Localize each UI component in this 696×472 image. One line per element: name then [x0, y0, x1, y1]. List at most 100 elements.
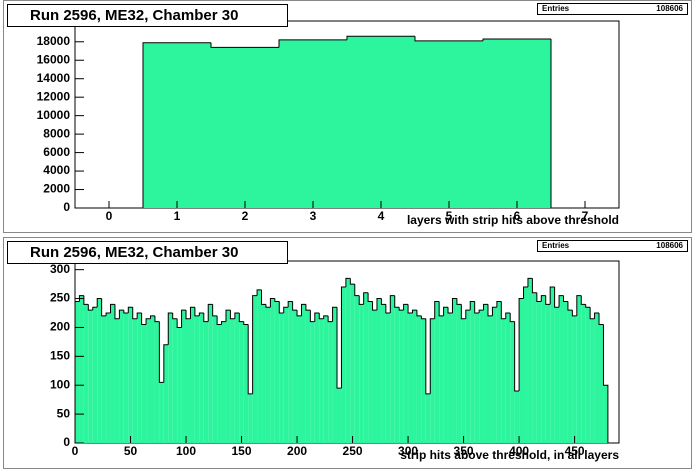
- bar-outline: [491, 306, 497, 316]
- y-tick-label: 0: [63, 200, 70, 214]
- bar: [585, 307, 591, 443]
- bar: [88, 310, 93, 443]
- bar: [550, 287, 555, 443]
- x-tick-label: 50: [124, 444, 138, 458]
- bar: [110, 304, 115, 443]
- bar: [297, 315, 302, 443]
- x-tick-label: 150: [232, 444, 252, 458]
- bar: [137, 313, 142, 443]
- bar-outline: [78, 295, 84, 302]
- bar: [323, 315, 329, 443]
- bar-outline: [74, 300, 80, 443]
- bar-outline: [550, 39, 619, 209]
- bar-outline: [562, 295, 568, 302]
- bar: [385, 313, 391, 443]
- y-tick-label: 12000: [37, 89, 71, 103]
- bar-outline: [514, 321, 520, 392]
- bar-outline: [576, 295, 582, 316]
- bar-outline: [376, 298, 382, 311]
- bar-outline: [478, 309, 484, 313]
- bar: [461, 318, 466, 443]
- stats-value: 108606: [656, 241, 683, 250]
- bar: [248, 393, 253, 443]
- y-tick-label: 300: [50, 262, 70, 276]
- bar-outline: [434, 300, 440, 319]
- bar-outline: [221, 321, 226, 325]
- bar-outline: [380, 298, 386, 305]
- bar-outline: [398, 307, 404, 311]
- bar-outline: [536, 292, 542, 302]
- bar-outline: [340, 286, 346, 389]
- bar-outline: [96, 298, 102, 308]
- bar-outline: [589, 307, 595, 320]
- bar: [505, 313, 511, 443]
- bar-outline: [212, 304, 218, 317]
- bar-outline: [118, 309, 124, 319]
- bar: [483, 39, 551, 208]
- bar: [123, 313, 129, 443]
- bar-outline: [105, 312, 111, 316]
- bar: [430, 318, 435, 443]
- bar: [456, 304, 462, 443]
- bar: [372, 310, 377, 443]
- x-tick-label: 7: [582, 209, 589, 223]
- bar: [328, 321, 333, 443]
- bar-outline: [469, 300, 475, 311]
- bar-outline: [429, 318, 435, 394]
- bar-outline: [305, 304, 311, 311]
- bar-outline: [163, 344, 169, 383]
- x-tick-label: 100: [176, 444, 196, 458]
- bar-outline: [407, 304, 413, 314]
- bar-outline: [336, 307, 342, 389]
- bar: [559, 295, 564, 443]
- bar-outline: [558, 295, 564, 308]
- bar-outline: [349, 278, 355, 285]
- bar-outline: [385, 304, 391, 314]
- bar: [532, 292, 537, 443]
- bar: [337, 388, 342, 443]
- bar: [483, 304, 488, 443]
- bar-outline: [598, 313, 604, 326]
- bar-outline: [247, 324, 253, 395]
- x-tick-label: 0: [72, 444, 79, 458]
- x-tick-label: 300: [398, 444, 418, 458]
- bar-outline: [309, 310, 315, 323]
- bar: [501, 318, 506, 443]
- bar-outline: [571, 310, 577, 317]
- bar: [567, 310, 573, 443]
- pad: 0 50 100 150 200 250 300 0 50 100 150 200 250 300 350 4…: [3, 237, 692, 469]
- bar: [257, 289, 262, 443]
- bar-outline: [234, 312, 240, 319]
- bar-outline: [505, 312, 511, 319]
- bar-outline: [203, 313, 209, 323]
- bar-outline: [487, 304, 493, 317]
- bar: [443, 307, 449, 443]
- bar: [92, 307, 98, 443]
- bar-outline: [425, 318, 431, 395]
- bar: [510, 321, 515, 443]
- bar-outline: [207, 303, 213, 322]
- x-tick-label: 0: [106, 209, 113, 223]
- bar: [163, 344, 169, 443]
- bar-outline: [500, 301, 506, 320]
- bar: [412, 310, 417, 443]
- bar-outline: [567, 301, 573, 311]
- x-tick-label: 250: [343, 444, 363, 458]
- bar: [75, 301, 80, 443]
- bar-outline: [198, 312, 204, 316]
- bar: [523, 287, 528, 443]
- bar-outline: [127, 306, 133, 313]
- bar-outline: [585, 304, 591, 308]
- bar: [234, 313, 240, 443]
- bar: [230, 318, 235, 443]
- bar: [212, 315, 218, 443]
- bar: [496, 301, 502, 443]
- bar-outline: [132, 307, 138, 320]
- x-tick-label: 350: [454, 444, 474, 458]
- title-box: [7, 241, 288, 264]
- bar: [261, 304, 266, 443]
- y-tick-label: 18000: [37, 34, 71, 48]
- bar-outline: [238, 313, 244, 323]
- y-tick-label: 4000: [43, 163, 70, 177]
- bar: [572, 315, 577, 443]
